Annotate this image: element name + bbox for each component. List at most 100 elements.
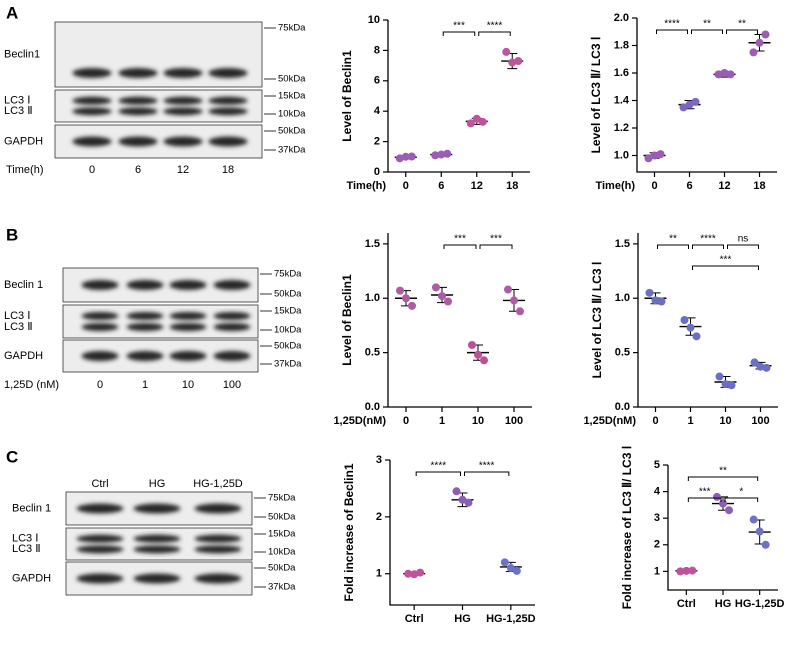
y-tick-label: 1.5 — [615, 238, 630, 250]
y-tick-label: 0.0 — [615, 401, 630, 413]
data-point — [516, 307, 524, 316]
blot-band — [126, 280, 164, 290]
blot-band — [126, 323, 164, 331]
data-point — [402, 294, 410, 303]
x-tick-label: Ctrl — [405, 613, 424, 625]
significance-bracket — [479, 244, 513, 249]
blot-band — [72, 68, 112, 78]
y-tick-label: 1.4 — [614, 94, 630, 106]
significance-bracket — [442, 31, 476, 36]
data-point — [679, 103, 688, 112]
y-tick-label: 1.0 — [614, 149, 629, 161]
marker-label: 15kDa — [268, 529, 296, 540]
y-axis-label: Level of LC3 Ⅱ/ LC3 Ⅰ — [589, 37, 603, 154]
x-axis-label: 1,25D(nM) — [333, 415, 386, 427]
blot-band — [72, 96, 112, 105]
data-point — [761, 30, 770, 39]
lane-label: 0 — [97, 379, 103, 391]
blot-band — [208, 107, 248, 116]
x-tick-label: 12 — [718, 180, 730, 192]
marker-label: 50kDa — [268, 563, 296, 574]
x-tick-label: 0 — [651, 180, 657, 192]
data-point — [719, 499, 727, 508]
blot-band — [126, 312, 164, 320]
data-point — [682, 566, 691, 575]
data-point — [657, 297, 666, 306]
marker-label: 10kDa — [268, 547, 296, 558]
blot-band — [133, 573, 181, 584]
significance-label: ** — [719, 466, 727, 477]
blot-strip — [54, 89, 263, 123]
blot-band — [169, 280, 207, 290]
x-tick-label: 10 — [719, 415, 731, 427]
significance-bracket — [687, 497, 722, 502]
y-axis-label: Level of LC3 Ⅱ/ LC3 Ⅰ — [590, 262, 604, 379]
data-point — [721, 380, 730, 389]
blot-row-label: LC3 Ⅰ — [12, 533, 38, 545]
significance-bracket — [724, 497, 759, 502]
data-point — [395, 154, 404, 163]
significance-bracket — [692, 244, 724, 249]
significance-label: *** — [490, 234, 502, 245]
marker-label: 15kDa — [278, 91, 306, 102]
x-tick-label: 100 — [505, 415, 523, 427]
lane-label: 6 — [135, 164, 141, 176]
data-point — [444, 297, 452, 306]
lane-label: 1 — [142, 379, 148, 391]
marker-label: 50kDa — [274, 341, 302, 352]
blot-band — [76, 534, 124, 543]
blot-band — [213, 351, 251, 361]
blot-row-label: LC3 Ⅱ — [4, 321, 33, 333]
y-tick-label: 1 — [376, 568, 382, 580]
x-axis-label: Time(h) — [595, 180, 635, 192]
y-tick-label: 1.0 — [615, 292, 630, 304]
blot-band — [81, 323, 119, 331]
marker-label: 10kDa — [278, 109, 306, 120]
data-point — [685, 100, 694, 109]
blot-band — [163, 136, 203, 147]
significance-label: *** — [699, 487, 711, 498]
blot-row-label: Beclin 1 — [4, 279, 43, 291]
x-tick-label: 0 — [403, 180, 409, 192]
data-point — [416, 568, 425, 577]
data-point — [468, 341, 476, 350]
marker-label: 75kDa — [268, 493, 296, 504]
blot-row-label: LC3 Ⅰ — [4, 310, 30, 322]
marker-label: 75kDa — [274, 269, 302, 280]
marker-label: 37kDa — [268, 582, 296, 593]
axis — [667, 465, 778, 591]
axis — [387, 233, 532, 408]
marker-label: 37kDa — [278, 145, 306, 156]
x-tick-label: 10 — [472, 415, 484, 427]
data-point — [396, 286, 404, 295]
data-point — [474, 350, 482, 359]
lane-label: HG — [149, 478, 166, 490]
data-point — [644, 154, 653, 163]
data-point — [749, 515, 758, 524]
significance-label: *** — [720, 255, 732, 266]
data-point — [749, 48, 758, 57]
lane-label: 10 — [182, 379, 194, 391]
blot-band — [72, 136, 112, 147]
blot-band — [133, 534, 181, 543]
data-point — [692, 332, 701, 341]
y-tick-label: 2 — [374, 136, 380, 148]
axis — [387, 20, 530, 173]
data-point — [478, 117, 487, 126]
data-point — [651, 296, 660, 305]
blot-band — [81, 280, 119, 290]
blot-band — [118, 96, 158, 105]
panel-letter: C — [6, 447, 18, 466]
data-point — [437, 150, 446, 159]
x-tick-label: 12 — [471, 180, 483, 192]
y-tick-label: 0.5 — [365, 347, 380, 359]
data-point — [508, 58, 517, 67]
data-point — [431, 151, 440, 160]
blot-strip — [62, 304, 259, 339]
data-point — [726, 70, 735, 79]
data-point — [762, 363, 771, 372]
panel-letter: A — [6, 3, 18, 22]
data-point — [755, 527, 764, 536]
y-tick-label: 1.8 — [614, 39, 629, 51]
